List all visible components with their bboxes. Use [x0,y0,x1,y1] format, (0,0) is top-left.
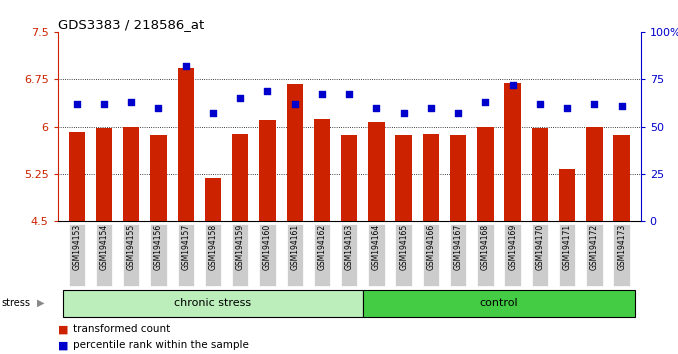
Bar [477,127,494,221]
Text: percentile rank within the sample: percentile rank within the sample [73,340,248,350]
Point [98,101,109,107]
Bar [477,224,494,286]
Point [207,110,218,116]
Bar [68,132,85,221]
Text: GSM194173: GSM194173 [617,224,626,270]
Text: GSM194163: GSM194163 [344,224,354,270]
Point [426,105,437,110]
Text: GSM194171: GSM194171 [563,224,572,270]
Point [480,99,491,105]
Bar [341,135,357,221]
Text: GSM194168: GSM194168 [481,224,490,270]
Bar [259,120,275,221]
Text: GSM194160: GSM194160 [263,224,272,270]
Bar [314,224,330,286]
Bar [68,224,85,286]
Bar [395,224,412,286]
Text: GSM194156: GSM194156 [154,224,163,270]
Text: GSM194161: GSM194161 [290,224,299,270]
Bar [96,129,112,221]
Text: GSM194167: GSM194167 [454,224,462,270]
Point [290,101,300,107]
Point [453,110,464,116]
Bar [504,83,521,221]
Point [235,95,245,101]
Bar [178,224,194,286]
Bar [614,224,630,286]
Point [616,103,627,109]
Bar [205,178,221,221]
Text: GSM194153: GSM194153 [72,224,81,270]
Text: GSM194158: GSM194158 [208,224,218,270]
Text: GSM194169: GSM194169 [508,224,517,270]
Point [344,92,355,97]
Bar [314,119,330,221]
Bar [123,224,140,286]
Text: ■: ■ [58,324,68,334]
Point [153,105,164,110]
Bar [259,224,275,286]
Text: ▶: ▶ [37,298,45,308]
Bar [232,134,248,221]
Bar [450,135,466,221]
Bar [363,290,635,317]
Bar [532,224,548,286]
Bar [559,170,576,221]
Bar [423,134,439,221]
Text: GSM194166: GSM194166 [426,224,435,270]
Bar [368,224,384,286]
Text: GSM194164: GSM194164 [372,224,381,270]
Bar [586,224,603,286]
Point [126,99,137,105]
Point [507,82,518,88]
Bar [287,84,303,221]
Bar [123,127,140,221]
Text: GSM194172: GSM194172 [590,224,599,270]
Text: transformed count: transformed count [73,324,170,334]
Text: GDS3383 / 218586_at: GDS3383 / 218586_at [58,18,204,31]
Text: ■: ■ [58,340,68,350]
Bar [96,224,112,286]
Point [371,105,382,110]
Bar [151,224,167,286]
Point [561,105,572,110]
Point [534,101,545,107]
Text: GSM194165: GSM194165 [399,224,408,270]
Text: GSM194162: GSM194162 [317,224,326,270]
Text: GSM194157: GSM194157 [181,224,191,270]
Bar [423,224,439,286]
Bar [151,135,167,221]
Text: GSM194170: GSM194170 [536,224,544,270]
Point [180,63,191,69]
Bar [614,135,630,221]
Bar [586,127,603,221]
Point [262,88,273,93]
Bar [504,224,521,286]
Point [398,110,409,116]
Bar [559,224,576,286]
Text: chronic stress: chronic stress [174,298,252,308]
Bar [532,129,548,221]
Point [317,92,327,97]
Bar [232,224,248,286]
Bar [287,224,303,286]
Point [71,101,82,107]
Text: GSM194154: GSM194154 [100,224,108,270]
Bar [395,135,412,221]
Bar [63,290,363,317]
Text: GSM194155: GSM194155 [127,224,136,270]
Bar [178,68,194,221]
Bar [450,224,466,286]
Text: stress: stress [1,298,31,308]
Bar [368,122,384,221]
Text: control: control [480,298,519,308]
Point [589,101,600,107]
Text: GSM194159: GSM194159 [236,224,245,270]
Bar [205,224,221,286]
Bar [341,224,357,286]
